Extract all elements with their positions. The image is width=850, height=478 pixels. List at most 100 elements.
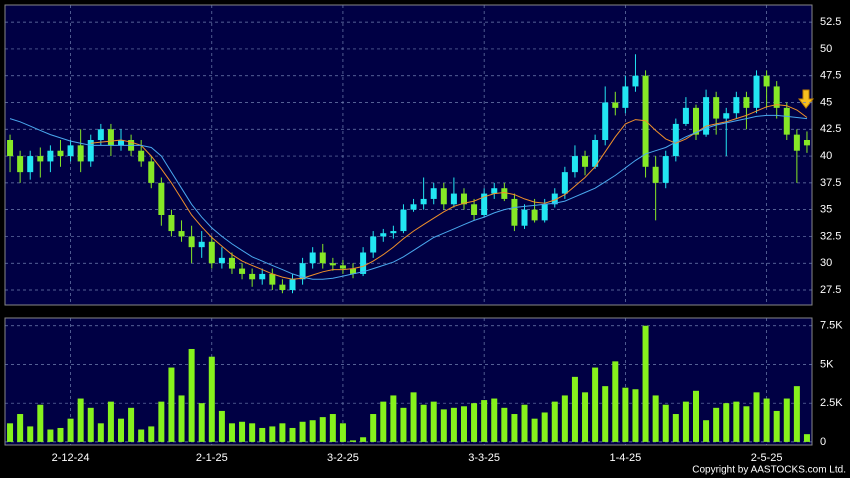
candle-body	[17, 156, 24, 173]
volume-bar	[329, 414, 336, 442]
candle-body	[410, 204, 417, 210]
y-tick-label: 30	[820, 257, 832, 269]
candle-body	[491, 188, 498, 194]
candle-body	[208, 241, 215, 264]
volume-bar	[309, 420, 316, 442]
volume-bar	[138, 429, 145, 442]
candle-body	[309, 252, 316, 264]
candle-body	[803, 140, 810, 146]
volume-bar	[107, 401, 114, 442]
volume-bar	[440, 409, 447, 442]
volume-bar	[218, 410, 225, 442]
volume-bar	[682, 401, 689, 442]
volume-bar	[662, 404, 669, 442]
candle-body	[763, 75, 770, 87]
volume-bar	[531, 418, 538, 442]
candle-body	[652, 166, 659, 183]
candle-body	[360, 252, 367, 274]
candle-body	[602, 102, 609, 140]
y-tick-label: 45	[820, 96, 832, 108]
y-tick-label: 50	[820, 43, 832, 55]
volume-bar	[420, 404, 427, 442]
volume-bar	[703, 420, 710, 442]
candle-body	[87, 140, 94, 162]
candle-body	[158, 182, 165, 215]
volume-bar	[319, 417, 326, 442]
y-tick-label: 52.5	[820, 16, 841, 28]
volume-bar	[118, 418, 125, 442]
x-tick-label: 3-2-25	[327, 452, 359, 464]
y-tick-label: 7.5K	[820, 320, 843, 332]
candle-body	[773, 86, 780, 108]
volume-bar	[47, 429, 54, 442]
candle-body	[97, 129, 104, 140]
volume-bar	[37, 404, 44, 442]
candle-body	[218, 257, 225, 264]
volume-bar	[793, 386, 800, 442]
candle-body	[118, 140, 125, 146]
candle-body	[188, 236, 195, 248]
candle-body	[471, 204, 478, 215]
y-tick-label: 47.5	[820, 70, 841, 82]
candle-body	[138, 150, 145, 162]
candle-body	[541, 204, 548, 221]
volume-bar	[561, 395, 568, 442]
y-tick-label: 2.5K	[820, 397, 843, 409]
candle-body	[521, 209, 528, 226]
candle-body	[279, 284, 286, 290]
volume-bar	[390, 395, 397, 442]
candle-body	[239, 268, 246, 274]
volume-bar	[17, 414, 24, 442]
volume-bar	[128, 407, 135, 442]
volume-bar	[743, 406, 750, 442]
candle-body	[692, 107, 699, 135]
candle-body	[249, 273, 256, 280]
volume-bar	[249, 423, 256, 442]
x-tick-label: 2-5-25	[751, 452, 783, 464]
candle-body	[713, 97, 720, 119]
volume-bar	[692, 390, 699, 442]
volume-bar	[239, 421, 246, 442]
candle-body	[27, 156, 34, 173]
candle-body	[228, 257, 235, 269]
volume-bar	[763, 398, 770, 442]
volume-bar	[551, 401, 558, 442]
ma-line	[9, 114, 808, 280]
volume-bar	[228, 423, 235, 442]
volume-bar	[208, 356, 215, 442]
y-tick-label: 40	[820, 150, 832, 162]
volume-bar	[410, 392, 417, 442]
candle-body	[703, 97, 710, 135]
volume-bar	[370, 414, 377, 442]
candle-body	[723, 113, 730, 119]
volume-bar	[67, 418, 74, 442]
candle-body	[430, 188, 437, 199]
candle-body	[450, 193, 457, 205]
candle-body	[793, 134, 800, 151]
volume-bar	[27, 426, 34, 442]
volume-bar	[481, 400, 488, 442]
candle-body	[47, 150, 54, 162]
candle-body	[148, 161, 155, 183]
volume-bar	[87, 407, 94, 442]
candle-body	[753, 75, 760, 108]
candle-body	[198, 241, 205, 248]
candle-body	[612, 102, 619, 108]
candle-body	[57, 150, 64, 157]
volume-bar	[713, 407, 720, 442]
candle-body	[783, 107, 790, 135]
y-tick-label: 32.5	[820, 230, 841, 242]
candle-body	[662, 156, 669, 183]
volume-bar	[97, 423, 104, 442]
arrow-icon	[797, 89, 815, 109]
ma-line	[90, 104, 808, 280]
volume-bar	[198, 403, 205, 442]
candle-body	[107, 129, 114, 146]
candle-body	[582, 156, 589, 167]
volume-bar	[430, 401, 437, 442]
volume-bar	[400, 407, 407, 442]
price-panel	[4, 4, 813, 306]
volume-bar	[582, 392, 589, 442]
x-tick-label: 1-4-25	[609, 452, 641, 464]
candle-body	[289, 279, 296, 290]
